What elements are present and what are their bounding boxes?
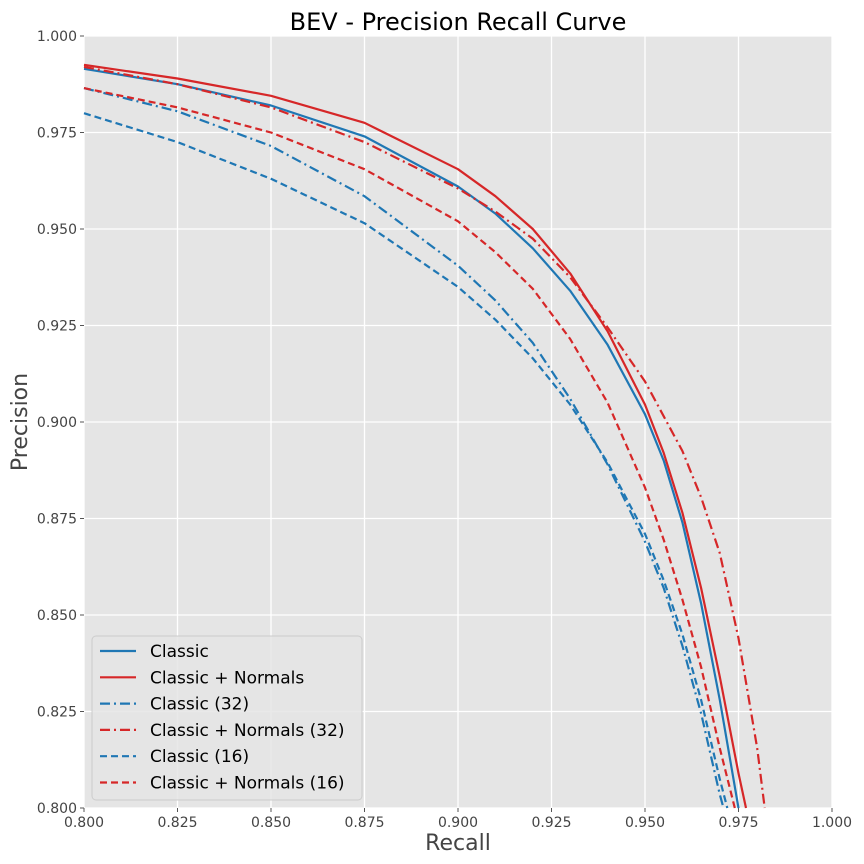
y-tick-label: 0.800 bbox=[37, 801, 77, 817]
legend-label: Classic + Normals (32) bbox=[150, 721, 345, 741]
series-line-classic-normals-16 bbox=[83, 87, 736, 809]
y-tick-label: 0.925 bbox=[37, 319, 77, 335]
x-tick-label: 0.950 bbox=[625, 815, 665, 831]
y-tick-labels: 0.800 0.825 0.850 0.875 0.900 0.925 0.950 0.975… bbox=[37, 29, 84, 817]
chart-title: BEV - Precision Recall Curve bbox=[290, 8, 627, 36]
x-tick-label: 0.825 bbox=[157, 815, 197, 831]
legend: Classic Classic + Normals Classic (32) Clas… bbox=[91, 635, 363, 801]
y-tick-label: 0.825 bbox=[37, 705, 77, 721]
legend-label: Classic (16) bbox=[150, 747, 249, 767]
y-tick-label: 1.000 bbox=[37, 29, 77, 45]
x-tick-label: 0.975 bbox=[718, 815, 758, 831]
legend-label: Classic (32) bbox=[150, 695, 249, 715]
y-axis-label: Precision bbox=[8, 373, 33, 471]
series-line-classic bbox=[83, 67, 740, 809]
x-tick-label: 1.000 bbox=[812, 815, 852, 831]
y-tick-label: 0.975 bbox=[37, 126, 77, 142]
series-line-classic-normals bbox=[83, 63, 748, 809]
legend-box bbox=[91, 635, 363, 801]
y-tick-label: 0.850 bbox=[37, 608, 77, 624]
x-tick-label: 0.800 bbox=[64, 815, 104, 831]
legend-label: Classic + Normals (16) bbox=[150, 774, 345, 794]
series-line-classic-16 bbox=[83, 112, 729, 809]
y-tick-label: 0.900 bbox=[37, 415, 77, 431]
legend-label: Classic + Normals bbox=[150, 668, 304, 688]
x-axis-label: Recall bbox=[425, 831, 491, 856]
x-tick-label: 0.875 bbox=[344, 815, 384, 831]
y-tick-label: 0.950 bbox=[37, 222, 77, 238]
series-line-classic-normals-32 bbox=[83, 65, 766, 809]
x-tick-label: 0.925 bbox=[531, 815, 571, 831]
series-lines bbox=[83, 63, 766, 809]
x-tick-label: 0.900 bbox=[438, 815, 478, 831]
x-tick-labels: 0.800 0.825 0.850 0.875 0.900 0.925 0.950 0.975… bbox=[64, 808, 852, 831]
y-tick-label: 0.875 bbox=[37, 512, 77, 528]
legend-label: Classic bbox=[150, 642, 209, 662]
x-tick-label: 0.850 bbox=[251, 815, 291, 831]
